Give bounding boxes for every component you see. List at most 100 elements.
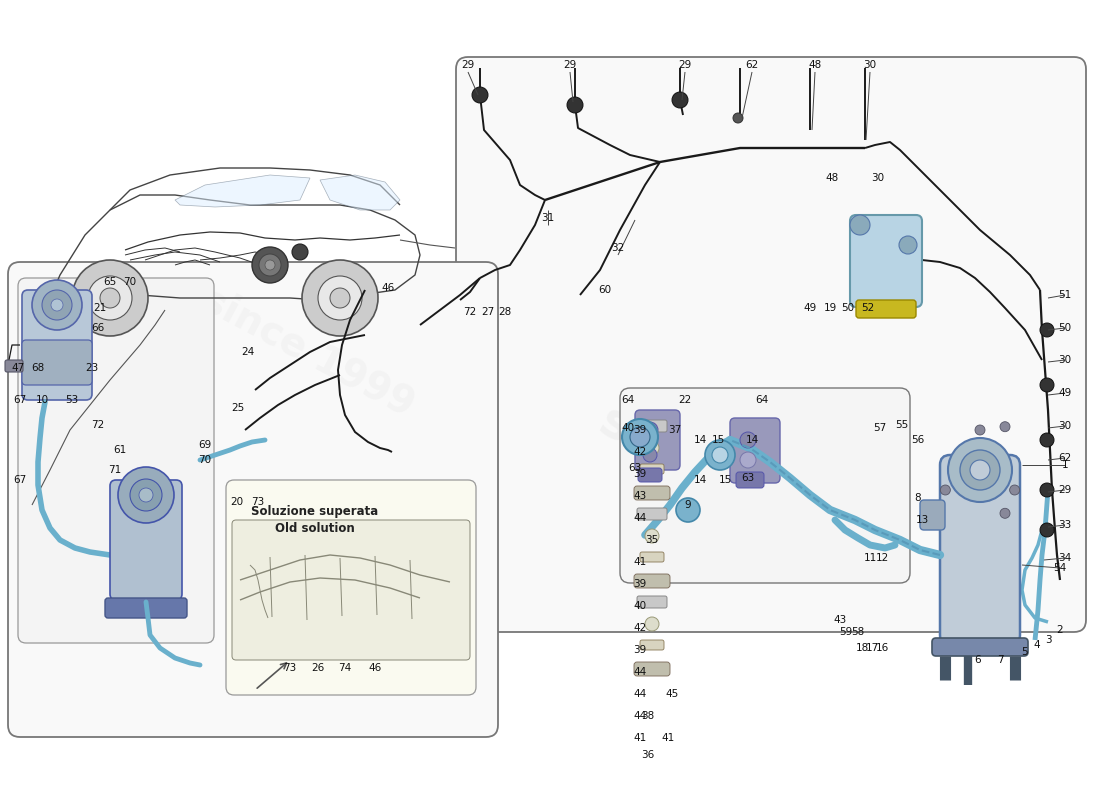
Circle shape [960, 450, 1000, 490]
Text: 70: 70 [123, 277, 136, 287]
FancyBboxPatch shape [637, 596, 667, 608]
Circle shape [566, 97, 583, 113]
Text: 30: 30 [1058, 421, 1071, 431]
Text: 15: 15 [718, 475, 732, 485]
Circle shape [645, 441, 659, 455]
Text: 37: 37 [669, 425, 682, 435]
Circle shape [645, 617, 659, 631]
Text: 48: 48 [825, 173, 838, 183]
Text: 62: 62 [1058, 453, 1071, 463]
Text: 44: 44 [634, 689, 647, 699]
Text: 21: 21 [94, 303, 107, 313]
Circle shape [621, 419, 658, 455]
Text: 42: 42 [634, 623, 647, 633]
Circle shape [42, 290, 72, 320]
Circle shape [258, 254, 280, 276]
Circle shape [118, 467, 174, 523]
Circle shape [712, 447, 728, 463]
Text: 19: 19 [824, 303, 837, 313]
Circle shape [1010, 485, 1020, 495]
Text: 73: 73 [284, 663, 297, 673]
Text: 63: 63 [628, 463, 641, 473]
Text: 9: 9 [684, 500, 691, 510]
Text: 67: 67 [13, 395, 26, 405]
Circle shape [139, 488, 153, 502]
Text: 30: 30 [871, 173, 884, 183]
Text: 5: 5 [1022, 647, 1028, 657]
Text: 24: 24 [241, 347, 254, 357]
FancyBboxPatch shape [22, 290, 92, 400]
Text: 48: 48 [808, 60, 822, 70]
Text: 50: 50 [842, 303, 855, 313]
FancyBboxPatch shape [634, 662, 670, 676]
Text: 11: 11 [864, 553, 877, 563]
FancyBboxPatch shape [635, 410, 680, 470]
Text: 43: 43 [634, 491, 647, 501]
Circle shape [644, 448, 657, 462]
Text: 53: 53 [65, 395, 78, 405]
Circle shape [1040, 378, 1054, 392]
Circle shape [642, 422, 658, 438]
Text: 57: 57 [873, 423, 887, 433]
Circle shape [970, 460, 990, 480]
Circle shape [1040, 433, 1054, 447]
Text: 42: 42 [634, 447, 647, 457]
Text: 39: 39 [634, 469, 647, 479]
FancyBboxPatch shape [850, 215, 922, 307]
Circle shape [472, 87, 488, 103]
Text: 56: 56 [912, 435, 925, 445]
Circle shape [51, 299, 63, 311]
Text: 22: 22 [679, 395, 692, 405]
Text: 17: 17 [866, 643, 879, 653]
FancyBboxPatch shape [730, 418, 780, 483]
Circle shape [940, 485, 950, 495]
Text: 64: 64 [756, 395, 769, 405]
Text: 13: 13 [915, 515, 928, 525]
Text: 73: 73 [252, 497, 265, 507]
Text: 32: 32 [612, 243, 625, 253]
Text: 36: 36 [641, 750, 654, 760]
Text: 28: 28 [498, 307, 512, 317]
Text: 66: 66 [91, 323, 104, 333]
Polygon shape [320, 175, 400, 210]
Text: 27: 27 [482, 307, 495, 317]
FancyBboxPatch shape [620, 388, 910, 583]
Text: 41: 41 [634, 733, 647, 743]
Text: 51: 51 [1058, 290, 1071, 300]
Text: 65: 65 [103, 277, 117, 287]
Circle shape [32, 280, 82, 330]
Text: 46: 46 [382, 283, 395, 293]
Text: 43: 43 [834, 615, 847, 625]
Text: 50: 50 [1058, 323, 1071, 333]
Text: 35: 35 [646, 535, 659, 545]
Text: 67: 67 [13, 475, 26, 485]
Circle shape [672, 92, 688, 108]
Text: 52: 52 [861, 303, 875, 313]
Text: 6: 6 [975, 655, 981, 665]
Text: 74: 74 [339, 663, 352, 673]
Text: 39: 39 [634, 425, 647, 435]
FancyBboxPatch shape [640, 640, 664, 650]
Text: 55: 55 [895, 420, 909, 430]
Text: 64: 64 [621, 395, 635, 405]
Text: 38: 38 [641, 711, 654, 721]
Text: 14: 14 [693, 475, 706, 485]
Text: 41: 41 [634, 557, 647, 567]
Text: 15: 15 [712, 435, 725, 445]
Text: 44: 44 [634, 667, 647, 677]
FancyBboxPatch shape [638, 468, 662, 482]
Text: 23: 23 [86, 363, 99, 373]
Text: 49: 49 [803, 303, 816, 313]
Polygon shape [175, 175, 310, 207]
Circle shape [705, 440, 735, 470]
Text: 40: 40 [621, 423, 635, 433]
Text: 47: 47 [11, 363, 24, 373]
Text: 59: 59 [839, 627, 853, 637]
FancyBboxPatch shape [637, 508, 667, 520]
Circle shape [1040, 483, 1054, 497]
Text: 14: 14 [693, 435, 706, 445]
Text: 58: 58 [851, 627, 865, 637]
Circle shape [1000, 508, 1010, 518]
Text: 33: 33 [1058, 520, 1071, 530]
Text: 25: 25 [231, 403, 244, 413]
